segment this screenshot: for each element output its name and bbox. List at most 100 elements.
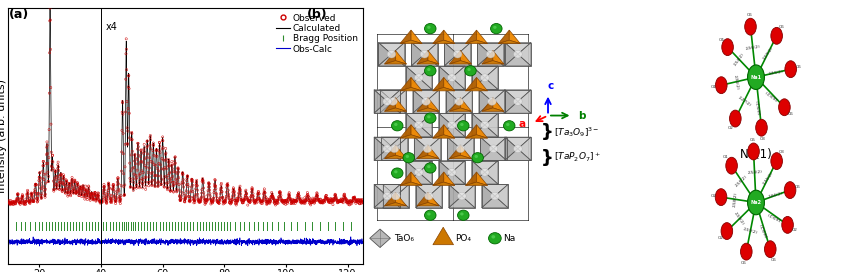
Point	[24, 201, 37, 206]
Point	[207, 191, 220, 195]
Point	[315, 200, 328, 205]
Point	[247, 199, 261, 203]
Point	[316, 199, 330, 203]
Text: c: c	[547, 81, 554, 91]
Point	[275, 199, 288, 203]
Point	[233, 184, 246, 188]
Point	[127, 172, 140, 176]
Point	[190, 178, 204, 183]
Circle shape	[716, 77, 727, 94]
Polygon shape	[381, 137, 408, 149]
Point	[167, 183, 180, 187]
Point	[75, 190, 88, 194]
Point	[236, 199, 250, 203]
Point	[334, 199, 347, 204]
Point	[236, 198, 250, 203]
Polygon shape	[413, 101, 439, 113]
Point	[154, 181, 167, 185]
Point	[230, 197, 243, 201]
Point	[299, 198, 313, 203]
Point	[48, 176, 61, 180]
Point	[86, 196, 99, 201]
Point	[29, 182, 43, 187]
Point	[209, 186, 223, 191]
Point	[278, 199, 292, 204]
Point	[88, 190, 102, 194]
Text: 2.59(2): 2.59(2)	[733, 212, 745, 226]
Point	[322, 199, 336, 203]
Polygon shape	[518, 137, 531, 160]
Point	[265, 194, 278, 199]
Point	[241, 199, 255, 203]
Point	[169, 182, 182, 186]
Point	[278, 199, 292, 203]
Point	[319, 197, 332, 201]
Legend: Observed, Calculated, Bragg Position, Obs-Calc: Observed, Calculated, Bragg Position, Ob…	[276, 13, 358, 55]
Point	[53, 187, 66, 192]
Point	[47, 187, 61, 192]
Point	[138, 157, 151, 161]
Circle shape	[460, 212, 463, 215]
Point	[132, 153, 145, 157]
Point	[91, 194, 104, 199]
Point	[67, 184, 81, 188]
Point	[2, 200, 15, 204]
Polygon shape	[419, 66, 432, 89]
Point	[181, 174, 194, 178]
Point	[357, 199, 370, 203]
Text: b: b	[578, 110, 585, 120]
Point	[217, 200, 230, 204]
Point	[345, 200, 358, 204]
Point	[262, 199, 275, 203]
Point	[22, 199, 35, 204]
Text: 2.58(2): 2.58(2)	[733, 192, 738, 207]
Point	[167, 162, 181, 166]
Point	[100, 201, 114, 206]
Point	[72, 191, 86, 195]
Point	[224, 198, 237, 203]
Point	[42, 156, 56, 160]
Text: (a): (a)	[8, 8, 29, 21]
Point	[160, 166, 173, 171]
Point	[55, 177, 68, 181]
Point	[74, 184, 87, 188]
Point	[32, 178, 45, 183]
Point	[283, 193, 296, 197]
Point	[299, 199, 312, 203]
Point	[139, 175, 152, 180]
Point	[216, 196, 230, 200]
Point	[26, 199, 40, 204]
Polygon shape	[384, 61, 406, 64]
Point	[19, 199, 33, 203]
Point	[93, 200, 107, 205]
Point	[93, 198, 106, 203]
Point	[299, 201, 312, 205]
Point	[90, 196, 103, 200]
Polygon shape	[480, 137, 494, 160]
Point	[285, 199, 299, 204]
Point	[65, 186, 78, 190]
Point	[348, 199, 362, 204]
Polygon shape	[374, 90, 387, 113]
Point	[332, 200, 346, 204]
Point	[104, 199, 118, 203]
Polygon shape	[479, 101, 505, 113]
Point	[48, 184, 61, 188]
Point	[172, 170, 185, 174]
Text: O1: O1	[711, 85, 717, 89]
Point	[262, 199, 276, 203]
Point	[72, 193, 86, 198]
Point	[86, 195, 99, 200]
Point	[119, 37, 133, 41]
Point	[297, 201, 310, 205]
Point	[24, 195, 38, 200]
Point	[188, 200, 202, 205]
Polygon shape	[458, 42, 471, 66]
Point	[304, 203, 317, 207]
Point	[242, 198, 256, 203]
Point	[60, 178, 73, 182]
Point	[327, 199, 341, 203]
Point	[116, 100, 130, 104]
Text: O6: O6	[779, 24, 784, 29]
Point	[156, 135, 169, 139]
